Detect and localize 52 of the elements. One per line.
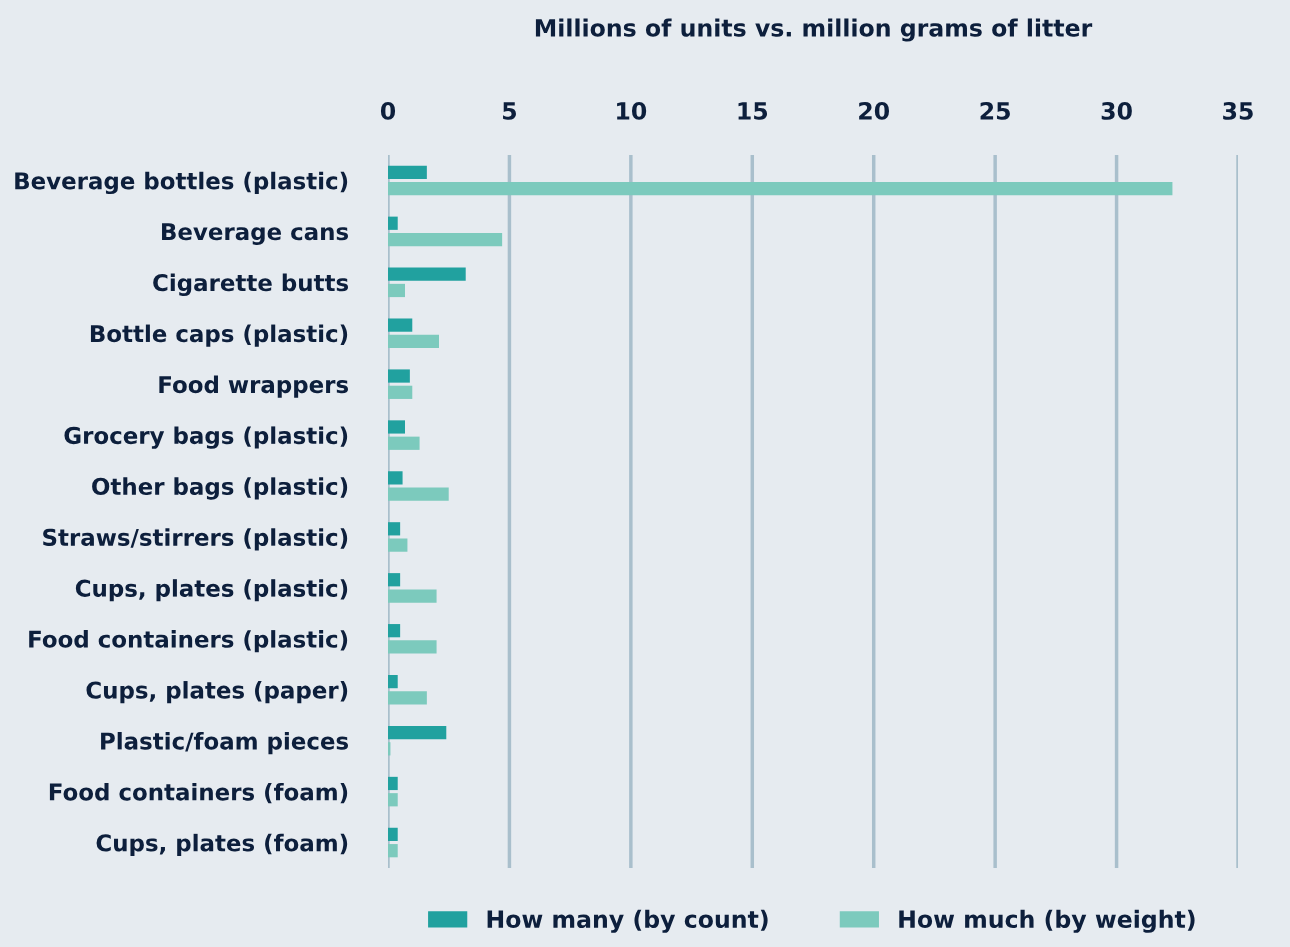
y-tick-label: Cups, plates (plastic) bbox=[75, 579, 348, 602]
legend-label: How many (by count) bbox=[487, 909, 768, 933]
bar bbox=[388, 624, 401, 638]
y-tick-label: Grocery bags (plastic) bbox=[64, 426, 348, 449]
bar bbox=[388, 267, 466, 281]
bar bbox=[388, 522, 401, 536]
x-tick-label: 35 bbox=[1223, 102, 1253, 120]
bar bbox=[388, 573, 401, 587]
bar bbox=[388, 640, 437, 654]
bar bbox=[388, 216, 398, 230]
y-tick-label: Cups, plates (foam) bbox=[96, 833, 348, 857]
y-tick-label: Beverage cans bbox=[162, 223, 349, 245]
legend-label: How much (by weight) bbox=[899, 909, 1195, 933]
y-tick-label: Beverage bottles (plastic) bbox=[15, 171, 348, 195]
y-tick-label: Food wrappers bbox=[159, 375, 349, 398]
x-tick-label: 10 bbox=[617, 102, 647, 120]
bar bbox=[388, 318, 413, 332]
bar bbox=[388, 674, 398, 689]
y-tick-label: Cigarette butts bbox=[153, 273, 349, 296]
y-tick-label: Food containers (plastic) bbox=[29, 630, 348, 653]
bar bbox=[388, 334, 439, 349]
bar bbox=[388, 471, 403, 485]
x-tick-label: 15 bbox=[738, 102, 768, 120]
bar bbox=[388, 369, 410, 383]
y-tick-label: Bottle caps (plastic) bbox=[90, 324, 348, 347]
y-tick-label: Food containers (foam) bbox=[49, 782, 348, 804]
bar bbox=[388, 165, 427, 179]
bar bbox=[388, 691, 427, 705]
y-tick-label: Plastic/foam pieces bbox=[101, 731, 349, 755]
x-tick-label: 30 bbox=[1101, 102, 1132, 120]
bar bbox=[388, 436, 420, 450]
bar bbox=[388, 589, 437, 603]
bar bbox=[388, 844, 398, 858]
bar bbox=[388, 827, 398, 842]
bar bbox=[388, 232, 503, 247]
chart-title: Millions of units vs. million grams of litter bbox=[535, 18, 1093, 42]
bar bbox=[388, 725, 447, 740]
bar bbox=[388, 793, 398, 807]
y-tick-label: Straws/stirrers (plastic) bbox=[43, 528, 348, 551]
bar bbox=[388, 385, 413, 399]
bar bbox=[388, 181, 1173, 196]
y-tick-label: Other bags (plastic) bbox=[92, 477, 348, 500]
x-tick-label: 20 bbox=[859, 102, 890, 120]
x-tick-label: 25 bbox=[980, 102, 1010, 120]
x-tick-label: 5 bbox=[503, 102, 516, 120]
bar bbox=[388, 538, 408, 552]
bar bbox=[388, 283, 405, 298]
x-tick-label: 0 bbox=[380, 102, 396, 120]
bar bbox=[388, 487, 449, 501]
bar bbox=[388, 776, 398, 791]
y-tick-label: Cups, plates (paper) bbox=[86, 681, 348, 704]
bar bbox=[388, 420, 405, 434]
